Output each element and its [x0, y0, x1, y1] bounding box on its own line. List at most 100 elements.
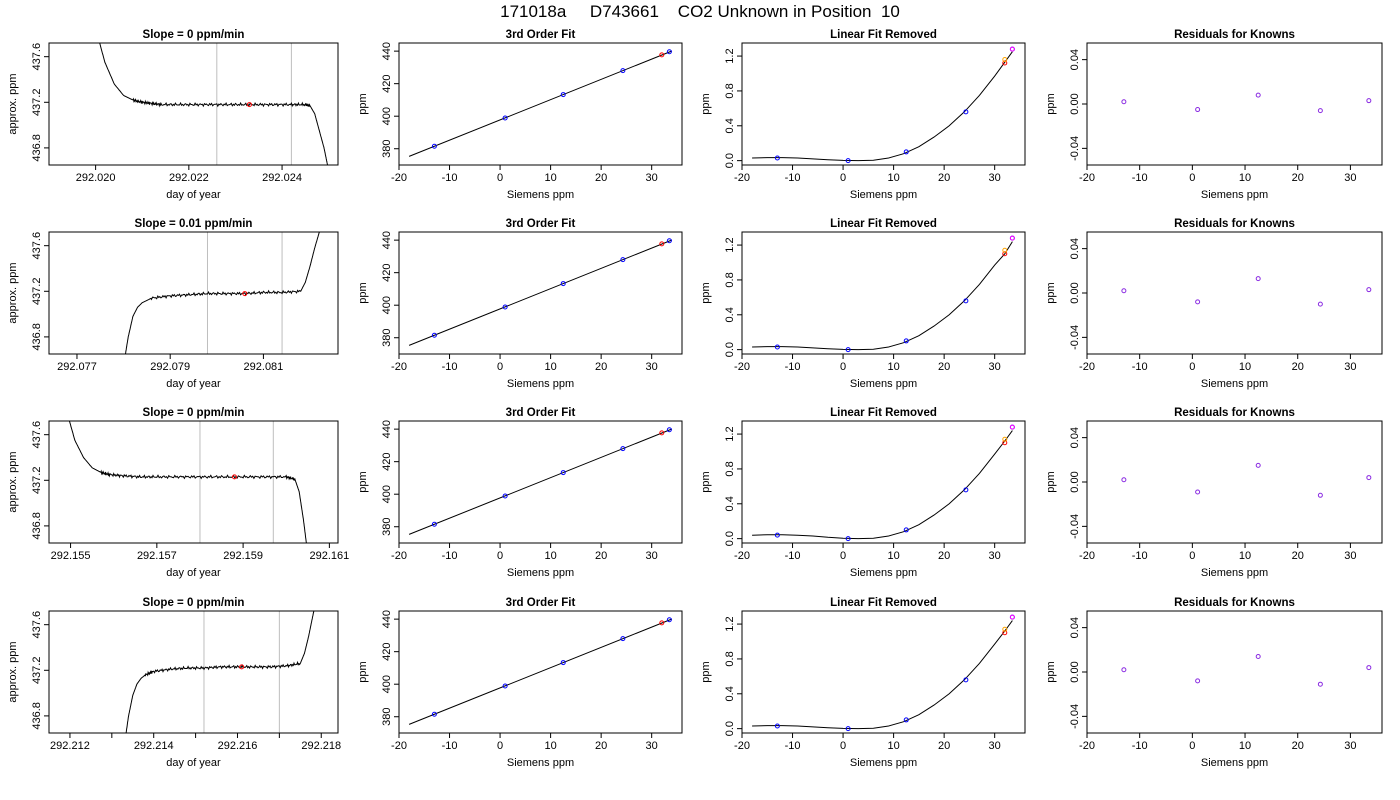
x-tick-label: -20: [1079, 172, 1095, 184]
y-tick-label: 440: [381, 610, 393, 628]
panel-fit-row-3: 3rd Order Fit -20 -10 0 10 20 30 380 400 420 440 Si…: [357, 407, 683, 579]
y-tick-label: 436.8: [31, 134, 43, 162]
plot-data: [408, 49, 673, 157]
plot-frame: [1086, 42, 1383, 166]
x-tick-label: 292.212: [50, 740, 90, 752]
plot-data: [752, 424, 1015, 542]
y-tick-label: 400: [381, 485, 393, 503]
x-tick-label: 20: [1292, 172, 1304, 184]
residual-point: [1121, 99, 1127, 105]
x-tick-label: 292.214: [134, 740, 174, 752]
series-trace: [99, 43, 329, 165]
x-tick-label: 0: [840, 172, 846, 184]
panel-fit-row-4: 3rd Order Fit -20 -10 0 10 20 30 380 400 420 440 Si…: [357, 597, 683, 769]
x-tick-label: 292.216: [218, 740, 258, 752]
x-axis-label: Siemens ppm: [1201, 567, 1268, 579]
x-tick-label: 20: [595, 550, 607, 562]
mean-marker: [231, 474, 237, 480]
series-trace: [68, 421, 307, 543]
y-tick-label: 0.4: [724, 118, 736, 133]
residual-point: [1255, 462, 1261, 468]
fit-curve: [752, 430, 1013, 540]
x-tick-label: 292.022: [169, 172, 209, 184]
plot-frame: [1086, 231, 1383, 355]
y-tick-label: 437.2: [31, 657, 43, 685]
extra-point: [1009, 46, 1015, 52]
fit-curve: [752, 51, 1013, 162]
y-axis-label: ppm: [1045, 471, 1057, 492]
known-point: [620, 636, 626, 642]
plot-frame: [48, 42, 339, 166]
panel-title: Linear Fit Removed: [830, 407, 937, 419]
x-tick-label: 10: [887, 740, 899, 752]
panel-title: Residuals for Knowns: [1174, 597, 1295, 609]
y-axis-label: ppm: [700, 282, 712, 303]
unknown-point: [1002, 60, 1008, 66]
known-point: [963, 677, 969, 683]
x-tick-label: -20: [734, 361, 750, 373]
x-axis-label: Siemens ppm: [850, 189, 917, 201]
y-tick-label: 380: [381, 518, 393, 536]
residual-point: [1121, 477, 1127, 483]
known-point: [431, 332, 437, 338]
plot-frame: [398, 610, 683, 734]
y-axis-label: ppm: [1045, 282, 1057, 303]
x-tick-label: 292.161: [309, 550, 349, 562]
x-tick-label: 292.077: [57, 361, 97, 373]
known-point: [502, 493, 508, 499]
known-point: [903, 149, 909, 155]
unknown-point: [659, 430, 665, 436]
residual-point: [1255, 653, 1261, 659]
panel-timeseries-row-4: Slope = 0 ppm/min 292.212 292.214 292.216 29…: [7, 597, 341, 769]
unknown-point-alt: [1002, 247, 1008, 253]
plot-frame: [1086, 420, 1383, 544]
y-tick-label: 437.2: [31, 467, 43, 495]
fit-curve: [752, 620, 1013, 730]
y-tick-label: 420: [381, 74, 393, 92]
y-tick-label: 0.0: [724, 531, 736, 546]
y-tick-label: 0.0: [724, 342, 736, 357]
panel-title: Residuals for Knowns: [1174, 218, 1295, 230]
x-tick-label: -20: [1079, 740, 1095, 752]
y-tick-label: 400: [381, 107, 393, 125]
x-tick-label: 0: [840, 550, 846, 562]
x-tick-label: 10: [887, 172, 899, 184]
x-tick-label: 0: [1189, 740, 1195, 752]
x-axis-label: Siemens ppm: [1201, 189, 1268, 201]
x-tick-label: -20: [734, 172, 750, 184]
x-axis-label: Siemens ppm: [850, 567, 917, 579]
x-tick-label: -10: [442, 361, 458, 373]
panel-title: Slope = 0 ppm/min: [143, 597, 245, 609]
panel-title: Linear Fit Removed: [830, 218, 937, 230]
x-axis-label: day of year: [166, 757, 221, 769]
panel-title: Linear Fit Removed: [830, 597, 937, 609]
residual-point: [1195, 678, 1201, 684]
panel-fit-row-1: 3rd Order Fit -20 -10 0 10 20 30 380 400 420 440 Si…: [357, 29, 683, 201]
plot-data: [752, 235, 1015, 353]
panel-linear-removed-row-2: Linear Fit Removed -20 -10 0 10 20 30 0.0 0.4 0.8…: [700, 218, 1026, 390]
known-point: [502, 683, 508, 689]
unknown-point: [659, 241, 665, 247]
y-tick-label: 1.2: [724, 426, 736, 441]
plot-data: [1121, 92, 1372, 114]
known-point: [845, 536, 851, 542]
y-tick-label: 0.04: [1069, 427, 1081, 448]
x-tick-label: 292.155: [51, 550, 91, 562]
x-tick-label: -10: [442, 740, 458, 752]
y-tick-label: 380: [381, 329, 393, 347]
residual-point: [1317, 301, 1323, 307]
plot-data: [1121, 462, 1372, 498]
x-tick-label: 0: [497, 550, 503, 562]
plot-frame: [741, 420, 1026, 544]
x-tick-label: 20: [1292, 550, 1304, 562]
plot-data: [68, 421, 307, 543]
x-tick-label: -10: [785, 361, 801, 373]
x-axis-label: day of year: [166, 378, 221, 390]
x-tick-label: -20: [391, 740, 407, 752]
fit-curve: [408, 50, 673, 157]
x-tick-label: 20: [595, 361, 607, 373]
y-tick-label: 440: [381, 231, 393, 249]
residual-point: [1317, 492, 1323, 498]
residual-point: [1195, 107, 1201, 113]
